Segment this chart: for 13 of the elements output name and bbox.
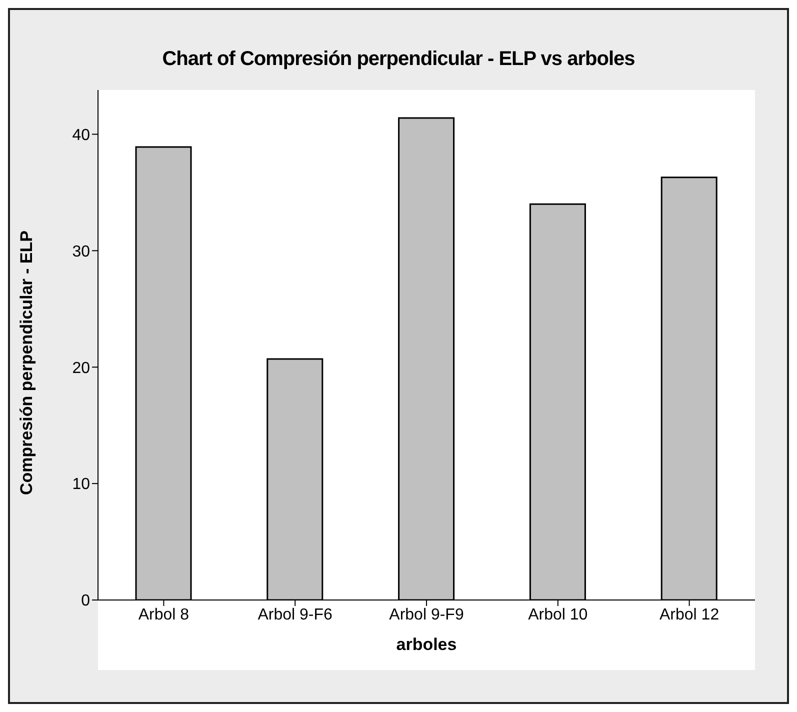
y-tick-label: 30 (72, 243, 90, 260)
y-tick-label: 0 (81, 592, 90, 610)
x-tick-label: Arbol 10 (528, 606, 588, 624)
x-axis-title: arboles (396, 635, 457, 654)
x-tick-label: Arbol 9-F9 (389, 606, 464, 624)
y-axis-title: Compresión perpendicular - ELP (17, 230, 36, 495)
y-tick-label: 20 (72, 360, 90, 377)
y-tick-label: 10 (72, 476, 90, 494)
y-tick-label: 40 (72, 126, 90, 144)
x-tick-label: Arbol 12 (660, 606, 720, 624)
x-tick-label: Arbol 8 (138, 606, 190, 624)
x-tick-label: Arbol 9-F6 (258, 606, 333, 624)
chart-title: Chart of Compresión perpendicular - ELP vs arboles (161, 48, 636, 71)
